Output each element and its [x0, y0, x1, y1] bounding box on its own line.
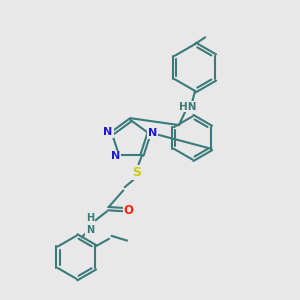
Text: N: N	[110, 152, 120, 161]
Text: N: N	[103, 127, 113, 137]
Text: O: O	[124, 204, 134, 217]
Text: S: S	[132, 166, 141, 179]
Text: N: N	[148, 128, 158, 139]
Text: H
N: H N	[86, 214, 94, 235]
Text: HN: HN	[179, 101, 196, 112]
